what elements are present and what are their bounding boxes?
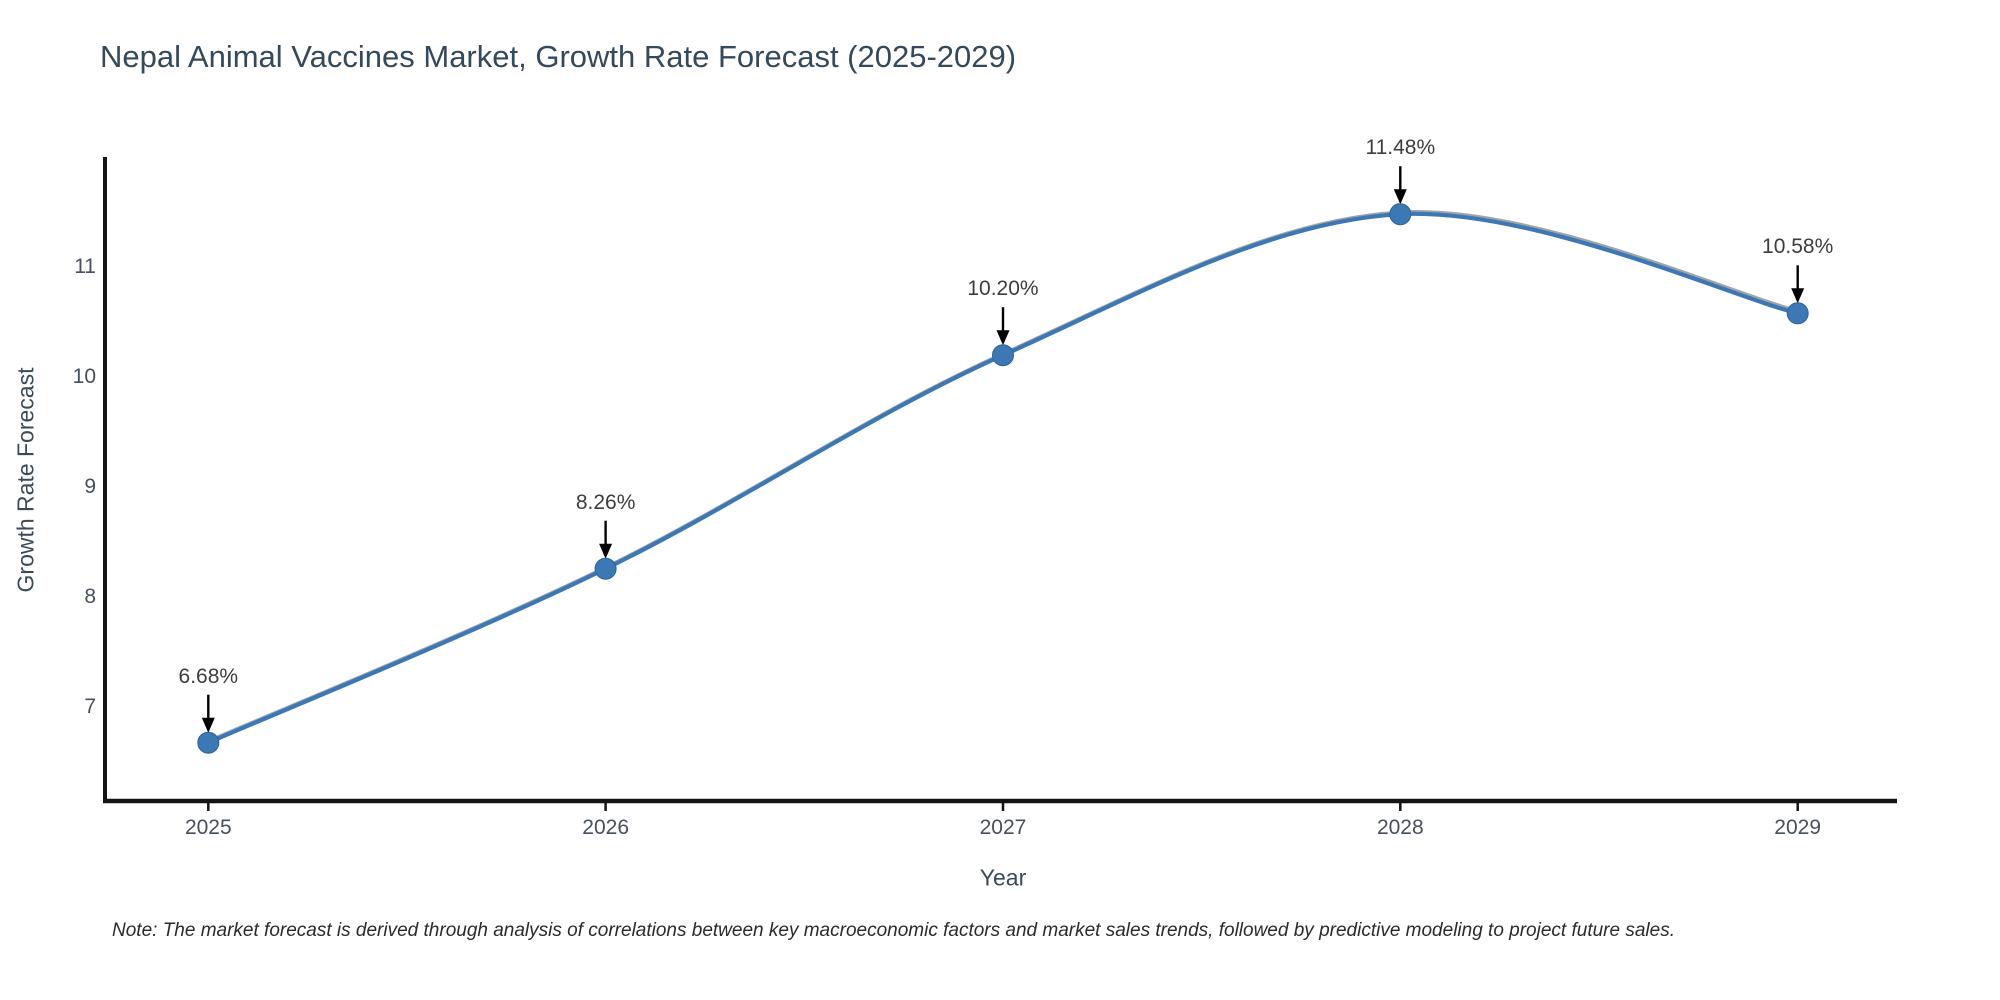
y-tick-label: 11 <box>74 255 96 279</box>
x-tick-label: 2026 <box>582 816 629 839</box>
footnote: Note: The market forecast is derived thr… <box>112 920 1675 941</box>
data-point-marker <box>594 557 617 580</box>
data-point-value-label: 6.68% <box>178 664 239 688</box>
x-axis-title: Year <box>979 864 1027 891</box>
data-point-marker <box>992 344 1014 367</box>
x-tick-label: 2028 <box>1376 816 1424 839</box>
x-tick-label: 2027 <box>979 816 1027 839</box>
data-point-value-label: 8.26% <box>575 490 636 514</box>
x-tick-label: 2025 <box>184 816 232 839</box>
data-point-marker <box>197 731 220 754</box>
data-point-value-label: 10.58% <box>1762 235 1834 259</box>
y-tick-label: 9 <box>84 475 96 499</box>
annotation-arrow-head <box>201 717 215 733</box>
y-tick-label: 7 <box>84 695 96 719</box>
y-tick-label: 8 <box>84 585 96 609</box>
chart-title: Nepal Animal Vaccines Market, Growth Rat… <box>100 39 1017 74</box>
y-axis-title: Growth Rate Forecast <box>12 367 39 593</box>
data-point-marker <box>1389 203 1412 226</box>
annotation-arrow-head <box>996 330 1010 346</box>
annotation-arrow-head <box>1393 189 1407 205</box>
data-point-value-label: 10.20% <box>967 277 1039 301</box>
y-tick-label: 10 <box>72 365 96 389</box>
x-tick-label: 2029 <box>1774 816 1822 839</box>
annotation-arrow-head <box>1791 288 1805 304</box>
annotation-arrow-head <box>599 543 613 559</box>
data-point-marker <box>1786 302 1809 325</box>
data-point-value-label: 11.48% <box>1365 136 1436 160</box>
